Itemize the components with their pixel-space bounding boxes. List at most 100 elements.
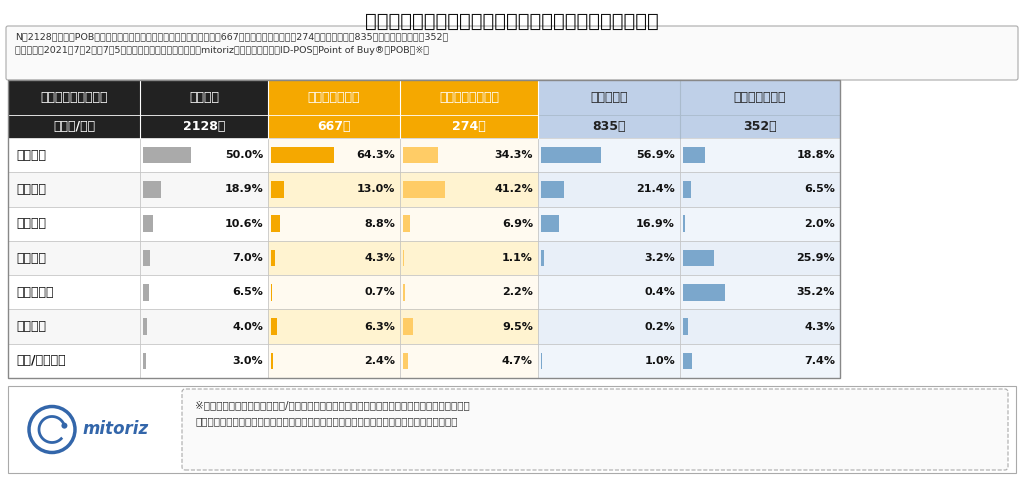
Bar (271, 250, 275, 266)
Text: 4.0%: 4.0% (232, 322, 263, 332)
Bar (403, 353, 408, 369)
Bar (8, 386, 1016, 473)
Text: ４社平均: ４社平均 (189, 91, 219, 104)
Text: 4.3%: 4.3% (804, 322, 835, 332)
Text: 835人: 835人 (592, 120, 626, 133)
Bar (541, 353, 542, 369)
Text: マツモトキヨシ: マツモトキヨシ (308, 91, 360, 104)
Bar (541, 216, 559, 232)
Bar (271, 181, 284, 198)
Text: 1.0%: 1.0% (644, 356, 675, 366)
Bar (403, 284, 406, 301)
Bar (143, 318, 146, 335)
Bar (680, 275, 840, 309)
Bar (538, 206, 680, 241)
Bar (538, 138, 680, 172)
Bar (680, 309, 840, 344)
Text: 50.0%: 50.0% (224, 150, 263, 160)
Bar (538, 241, 680, 275)
Text: 1.1%: 1.1% (502, 253, 534, 263)
Bar (541, 250, 545, 266)
Text: 56.9%: 56.9% (636, 150, 675, 160)
Text: 北海道地方: 北海道地方 (16, 286, 53, 299)
Text: 実際の飲食店ごとのレシートを通して集計したマルチプルリテール購買データのデータベース: 実際の飲食店ごとのレシートを通して集計したマルチプルリテール購買データのデータベ… (195, 416, 458, 426)
Bar (143, 353, 145, 369)
Text: 中国/四国地方: 中国/四国地方 (16, 354, 66, 368)
Text: 図表１）４チェーンにおけるメーン利用者の居住エリア: 図表１）４チェーンにおけるメーン利用者の居住エリア (366, 12, 658, 31)
Bar (400, 138, 538, 172)
Bar (403, 216, 410, 232)
Bar (683, 318, 688, 335)
Bar (271, 216, 280, 232)
Text: 2.0%: 2.0% (804, 219, 835, 228)
Bar (400, 344, 538, 378)
Bar (403, 318, 413, 335)
Text: 東北地方: 東北地方 (16, 251, 46, 264)
Bar (8, 275, 140, 309)
Text: 0.2%: 0.2% (644, 322, 675, 332)
Bar (680, 172, 840, 206)
Bar (680, 138, 840, 172)
Bar (403, 181, 445, 198)
Bar (268, 172, 400, 206)
Text: 2.2%: 2.2% (502, 287, 534, 297)
Text: 0.7%: 0.7% (365, 287, 395, 297)
Text: 35.2%: 35.2% (797, 287, 835, 297)
Text: ツルハドラッグ: ツルハドラッグ (734, 91, 786, 104)
Bar (400, 172, 538, 206)
Bar (268, 206, 400, 241)
Text: ※全国の消費者から実際に購入/利用したレシートを収集し、ブランドカテゴリや利用サービス、: ※全国の消費者から実際に購入/利用したレシートを収集し、ブランドカテゴリや利用サ… (195, 400, 470, 410)
Bar (271, 147, 334, 163)
Bar (683, 250, 714, 266)
Bar (538, 275, 680, 309)
Bar (680, 344, 840, 378)
Bar (268, 80, 538, 138)
Bar (541, 147, 601, 163)
Text: 関東地方: 関東地方 (16, 149, 46, 162)
Bar (400, 206, 538, 241)
Bar (143, 250, 150, 266)
Text: 18.8%: 18.8% (797, 150, 835, 160)
Bar (140, 275, 268, 309)
Bar (143, 284, 150, 301)
Text: 41.2%: 41.2% (495, 185, 534, 195)
Bar (8, 344, 140, 378)
Bar (400, 275, 538, 309)
Text: 6.5%: 6.5% (232, 287, 263, 297)
Text: 9.5%: 9.5% (502, 322, 534, 332)
Text: 6.9%: 6.9% (502, 219, 534, 228)
Bar (683, 181, 691, 198)
Text: 13.0%: 13.0% (356, 185, 395, 195)
Text: 関西地方: 関西地方 (16, 183, 46, 196)
Bar (8, 80, 268, 138)
Text: エリア/人数: エリア/人数 (53, 120, 95, 133)
Text: 352人: 352人 (743, 120, 777, 133)
Text: mitoriz: mitoriz (82, 421, 148, 438)
Bar (140, 344, 268, 378)
Text: 4.3%: 4.3% (365, 253, 395, 263)
Bar (268, 309, 400, 344)
Bar (541, 181, 563, 198)
Text: 274人: 274人 (453, 120, 485, 133)
Bar (271, 353, 273, 369)
Bar (680, 206, 840, 241)
Text: 667人: 667人 (317, 120, 351, 133)
Text: 7.4%: 7.4% (804, 356, 835, 366)
Text: ココカラファイン: ココカラファイン (439, 91, 499, 104)
Bar (403, 250, 404, 266)
Bar (140, 138, 268, 172)
Bar (683, 353, 692, 369)
Bar (140, 309, 268, 344)
Text: 64.3%: 64.3% (356, 150, 395, 160)
Bar (400, 309, 538, 344)
Bar (8, 172, 140, 206)
Text: 21.4%: 21.4% (636, 185, 675, 195)
Text: 25.9%: 25.9% (797, 253, 835, 263)
Text: メーン利用チェーン: メーン利用チェーン (40, 91, 108, 104)
Text: 九州地方: 九州地方 (16, 320, 46, 333)
Text: 18.9%: 18.9% (224, 185, 263, 195)
Text: 中部地方: 中部地方 (16, 217, 46, 230)
Text: 7.0%: 7.0% (232, 253, 263, 263)
Text: 3.2%: 3.2% (644, 253, 675, 263)
Bar (400, 241, 538, 275)
